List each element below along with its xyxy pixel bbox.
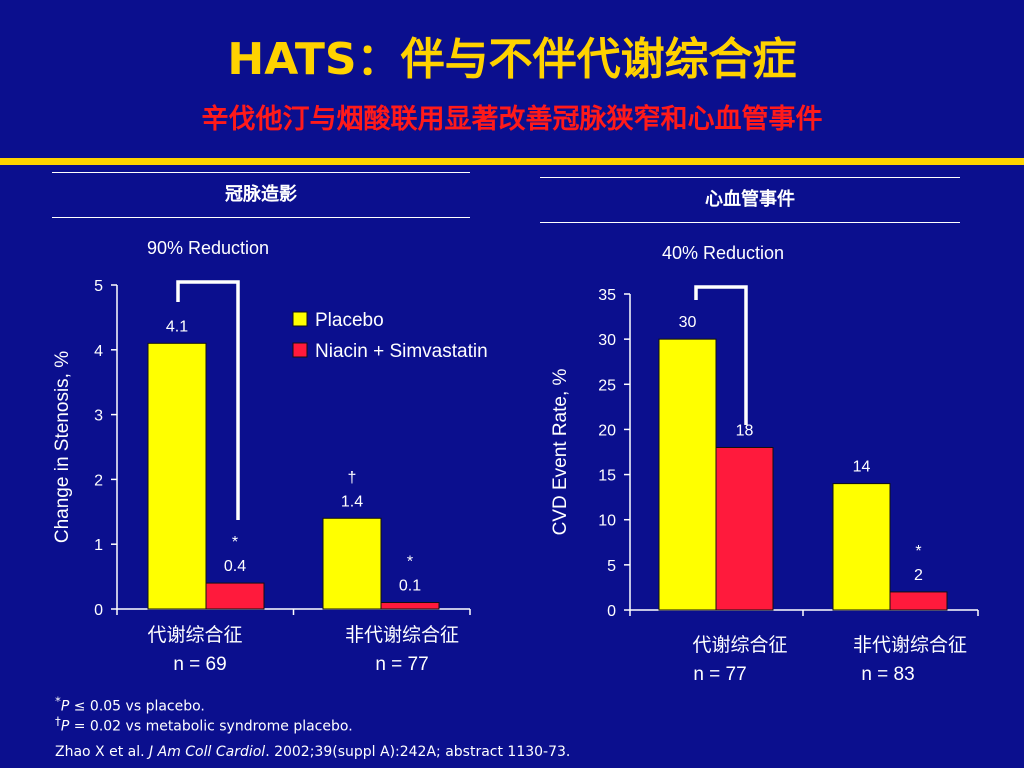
left-category-n: n = 69 xyxy=(173,654,226,675)
right-y-tick-label: 35 xyxy=(598,287,616,304)
left-bar-value-label: 0.4 xyxy=(224,558,246,575)
left-category-label: 代谢综合征 xyxy=(147,624,242,646)
left-y-tick-label: 1 xyxy=(94,537,103,554)
footnote-p-1: P xyxy=(60,698,70,715)
left-category-label: 非代谢综合征 xyxy=(345,624,459,646)
footnote-p-2: P xyxy=(60,718,70,735)
footnote-significance: *P ≤ 0.05 vs placebo. xyxy=(55,694,205,715)
left-significance-mark: * xyxy=(232,534,238,551)
right-y-tick-label: 30 xyxy=(598,332,616,349)
right-y-tick-label: 0 xyxy=(607,603,616,620)
left-bar-treatment-1 xyxy=(380,602,440,610)
legend-swatch-treatment xyxy=(292,342,308,358)
right-bar-value-label: 30 xyxy=(679,314,697,331)
right-y-tick-label: 10 xyxy=(598,513,616,530)
left-y-axis-title: Change in Stenosis, % xyxy=(52,351,73,543)
footnote-dagger-mark: † xyxy=(55,714,61,728)
citation-journal: J Am Coll Cardiol xyxy=(149,744,266,760)
left-y-tick-label: 0 xyxy=(94,602,103,619)
left-significance-mark: † xyxy=(348,469,357,486)
left-significance-mark: * xyxy=(407,554,413,571)
legend-label-treatment: Niacin + Simvastatin xyxy=(315,341,488,362)
legend-label-placebo: Placebo xyxy=(315,310,384,331)
right-reduction-label: 40% Reduction xyxy=(662,243,784,263)
right-y-axis-title: CVD Event Rate, % xyxy=(550,368,571,535)
footnote-text-2: = 0.02 vs metabolic syndrome placebo. xyxy=(69,718,353,735)
right-y-tick-label: 25 xyxy=(598,377,616,394)
slide-subtitle: 辛伐他汀与烟酸联用显著改善冠脉狭窄和心血管事件 xyxy=(201,104,823,135)
left-reduction-bracket xyxy=(176,280,240,520)
left-bar-treatment-0 xyxy=(205,582,265,610)
legend-swatch-placebo xyxy=(292,311,308,327)
left-bar-value-label: 4.1 xyxy=(166,318,188,335)
left-bar-value-label: 0.1 xyxy=(399,578,421,595)
right-bar-value-label: 2 xyxy=(914,567,923,584)
left-bar-value-label: 1.4 xyxy=(341,493,363,510)
left-bar-placebo-1 xyxy=(322,517,382,610)
right-reduction-bracket xyxy=(694,285,748,425)
right-bar-treatment-1 xyxy=(889,591,948,611)
footnote-star-mark: * xyxy=(55,694,61,708)
left-y-tick-label: 2 xyxy=(94,472,103,489)
footnote-dagger: †P = 0.02 vs metabolic syndrome placebo. xyxy=(55,714,353,735)
right-bar-value-label: 18 xyxy=(736,422,754,439)
slide-title: HATS：伴与不伴代谢综合症 xyxy=(227,34,797,85)
right-category-label: 代谢综合征 xyxy=(692,634,787,656)
left-y-tick-label: 5 xyxy=(94,278,103,295)
citation: Zhao X et al. J Am Coll Cardiol. 2002;39… xyxy=(55,744,570,760)
left-y-tick-label: 3 xyxy=(94,408,103,425)
left-y-tick-label: 4 xyxy=(94,343,103,360)
citation-details: . 2002;39(suppl A):242A; abstract 1130-7… xyxy=(265,744,571,760)
right-bar-placebo-1 xyxy=(832,483,891,611)
right-panel-title: 心血管事件 xyxy=(540,177,960,223)
right-bar-value-label: 14 xyxy=(853,459,871,476)
right-category-n: n = 83 xyxy=(861,664,914,685)
right-significance-mark: * xyxy=(915,543,921,560)
right-category-n: n = 77 xyxy=(693,664,746,685)
right-bar-placebo-0 xyxy=(658,338,717,611)
right-y-tick-label: 15 xyxy=(598,468,616,485)
left-category-n: n = 77 xyxy=(375,654,428,675)
right-y-tick-label: 20 xyxy=(598,422,616,439)
right-bar-treatment-0 xyxy=(715,446,774,611)
title-divider xyxy=(0,158,1024,165)
left-panel-title: 冠脉造影 xyxy=(52,172,470,218)
citation-authors: Zhao X et al. xyxy=(55,744,150,760)
left-bar-placebo-0 xyxy=(147,342,207,610)
right-y-tick-label: 5 xyxy=(607,558,616,575)
left-reduction-label: 90% Reduction xyxy=(147,238,269,258)
footnote-text-1: ≤ 0.05 vs placebo. xyxy=(69,698,205,715)
right-category-label: 非代谢综合征 xyxy=(853,634,967,656)
